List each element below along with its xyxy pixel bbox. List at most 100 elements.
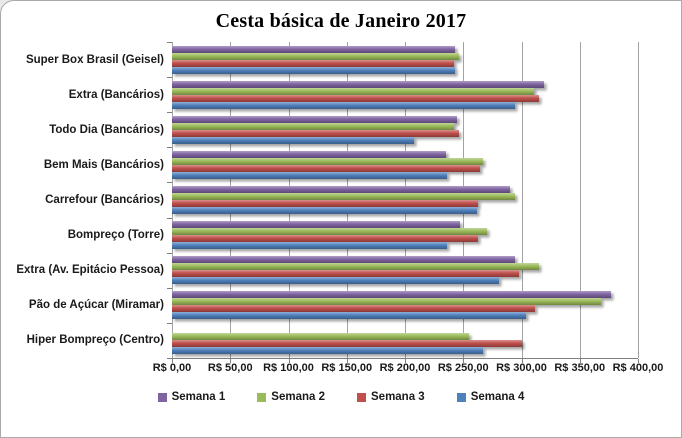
legend-label: Semana 4	[470, 391, 525, 403]
bar-group	[172, 253, 638, 288]
bar-semana-2	[172, 157, 484, 165]
bar-group	[172, 42, 638, 77]
bar-semana-2	[172, 52, 459, 60]
bar-semana-4	[172, 66, 456, 74]
chart-title: Cesta básica de Janeiro 2017	[215, 10, 467, 32]
value-axis-tick	[579, 359, 581, 363]
category-axis-tick	[167, 217, 172, 219]
bar-semana-4	[172, 277, 500, 285]
bar-semana-4	[172, 101, 515, 109]
bar-semana-4	[172, 171, 447, 179]
bar-group	[172, 323, 638, 358]
value-axis-tick	[463, 359, 465, 363]
bar-semana-1	[172, 45, 456, 53]
bar-semana-1	[172, 115, 458, 123]
bar-semana-2	[172, 87, 535, 95]
bar-semana-1	[172, 221, 460, 229]
bar-semana-2	[172, 192, 515, 200]
bar-semana-2	[172, 333, 470, 341]
legend-swatch	[456, 392, 466, 402]
gridline	[521, 42, 523, 358]
bar-semana-3	[172, 164, 480, 172]
category-label: Extra (Av. Epitácio Pessoa)	[16, 264, 164, 277]
category-axis-tick	[167, 42, 172, 43]
legend-label: Semana 2	[271, 391, 325, 403]
x-axis-label: R$ 400,00	[612, 362, 664, 374]
bar-group	[172, 112, 638, 147]
legend-item-semana-4: Semana 4	[456, 391, 525, 403]
bar-semana-4	[172, 136, 415, 144]
bar-group	[172, 77, 638, 112]
bar-semana-1	[172, 291, 612, 299]
value-axis-tick	[346, 359, 348, 363]
legend: Semana 1 Semana 2 Semana 3 Semana 4	[1, 391, 681, 403]
bar-group	[172, 182, 638, 217]
bar-semana-3	[172, 129, 459, 137]
gridline	[579, 42, 581, 358]
bars-layer	[172, 42, 638, 358]
bar-semana-2	[172, 228, 487, 236]
x-axis-label: R$ 250,00	[437, 362, 489, 374]
value-axis-tick	[638, 359, 639, 363]
category-axis-tick	[167, 112, 172, 114]
x-axis-label: R$ 50,00	[207, 362, 253, 374]
legend-swatch	[357, 392, 366, 402]
category-axis-tick	[167, 358, 172, 359]
bar-semana-3	[172, 340, 522, 348]
bar-semana-4	[172, 206, 478, 214]
bar-semana-1	[172, 80, 544, 88]
category-label: Pão de Açúcar (Miramar)	[28, 299, 164, 312]
bar-semana-2	[172, 298, 601, 306]
category-label: Bem Mais (Bancários)	[43, 158, 164, 171]
x-axis-label: R$ 0,00	[152, 362, 192, 374]
x-axis-label: R$ 150,00	[321, 362, 373, 374]
legend-swatch	[257, 392, 267, 402]
legend-label: Semana 1	[171, 391, 226, 403]
bar-semana-3	[172, 235, 479, 243]
bar-semana-3	[172, 270, 520, 278]
x-axis-label: R$ 350,00	[554, 362, 606, 374]
value-axis-tick	[172, 359, 173, 363]
legend-swatch	[157, 392, 167, 402]
bar-semana-2	[172, 122, 454, 130]
legend-item-semana-3: Semana 3	[357, 391, 425, 403]
bar-semana-1	[172, 185, 510, 193]
category-label: Todo Dia (Bancários)	[49, 123, 164, 136]
value-axis-tick	[230, 359, 232, 363]
category-label: Carrefour (Bancários)	[45, 193, 164, 206]
category-label: Extra (Bancários)	[68, 88, 164, 101]
x-axis-label: R$ 200,00	[379, 362, 431, 374]
plot-area	[167, 42, 639, 363]
bar-group	[172, 218, 638, 253]
bar-semana-3	[172, 59, 454, 67]
legend-label: Semana 3	[371, 391, 425, 403]
category-axis-tick	[167, 287, 172, 289]
bar-group	[172, 288, 638, 323]
bar-semana-3	[172, 94, 539, 102]
bar-semana-4	[172, 347, 484, 355]
category-axis-tick	[167, 252, 172, 254]
category-axis-tick	[167, 322, 172, 324]
bar-group	[172, 147, 638, 182]
bar-semana-3	[172, 305, 536, 313]
value-axis-tick	[288, 359, 290, 363]
category-label: Bompreço (Torre)	[67, 229, 164, 242]
category-label: Super Box Brasil (Geisel)	[25, 53, 164, 66]
gridline	[638, 42, 639, 358]
bar-semana-3	[172, 199, 479, 207]
bar-semana-1	[172, 150, 446, 158]
category-label: Hiper Bompreço (Centro)	[26, 334, 164, 347]
category-axis-tick	[167, 77, 172, 79]
category-axis-tick	[167, 147, 172, 149]
bar-semana-4	[172, 312, 527, 320]
category-axis-labels: Super Box Brasil (Geisel) Extra (Bancário…	[1, 42, 164, 358]
bar-semana-1	[172, 256, 515, 264]
value-axis-tick	[521, 359, 523, 363]
x-axis-label: R$ 100,00	[263, 362, 314, 374]
bar-semana-2	[172, 263, 539, 271]
value-axis-labels: R$ 0,00 R$ 50,00 R$ 100,00 R$ 150,00 R$ 200,…	[153, 362, 664, 378]
x-axis-label: R$ 300,00	[496, 362, 547, 374]
legend-item-semana-1: Semana 1	[157, 391, 226, 403]
value-axis-tick	[405, 359, 406, 363]
